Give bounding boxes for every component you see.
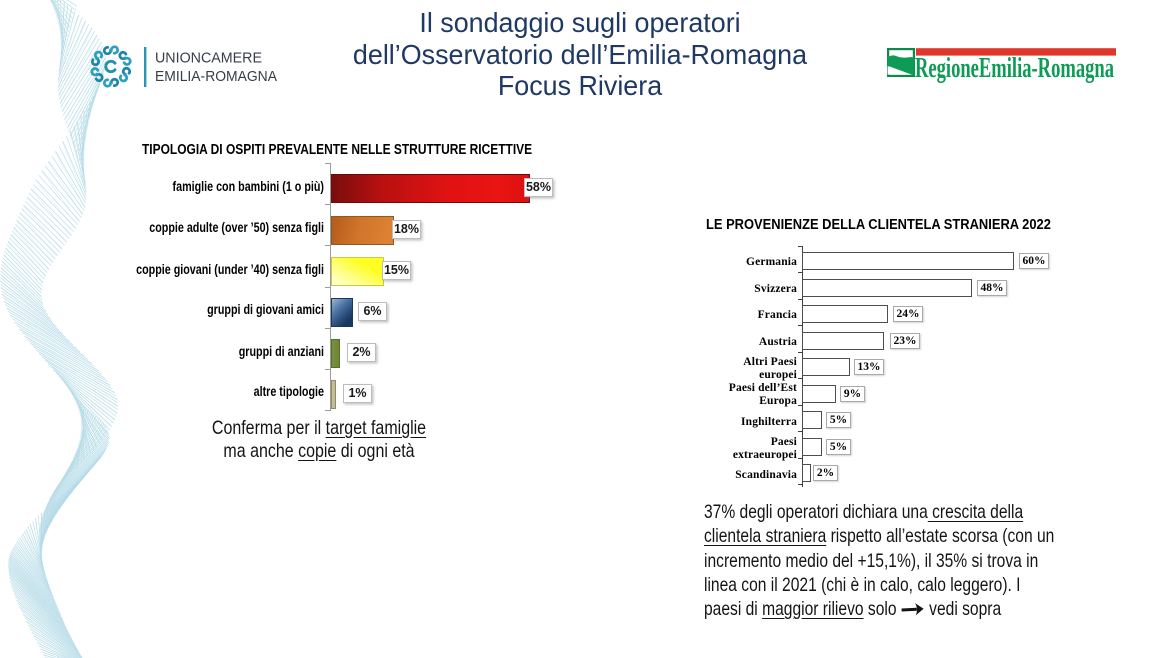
svg-text:RegioneEmilia-Romagna: RegioneEmilia-Romagna xyxy=(915,53,1114,84)
svg-text:UNIONCAMERE: UNIONCAMERE xyxy=(155,50,262,67)
svg-text:EMILIA-ROMAGNA: EMILIA-ROMAGNA xyxy=(155,68,278,85)
